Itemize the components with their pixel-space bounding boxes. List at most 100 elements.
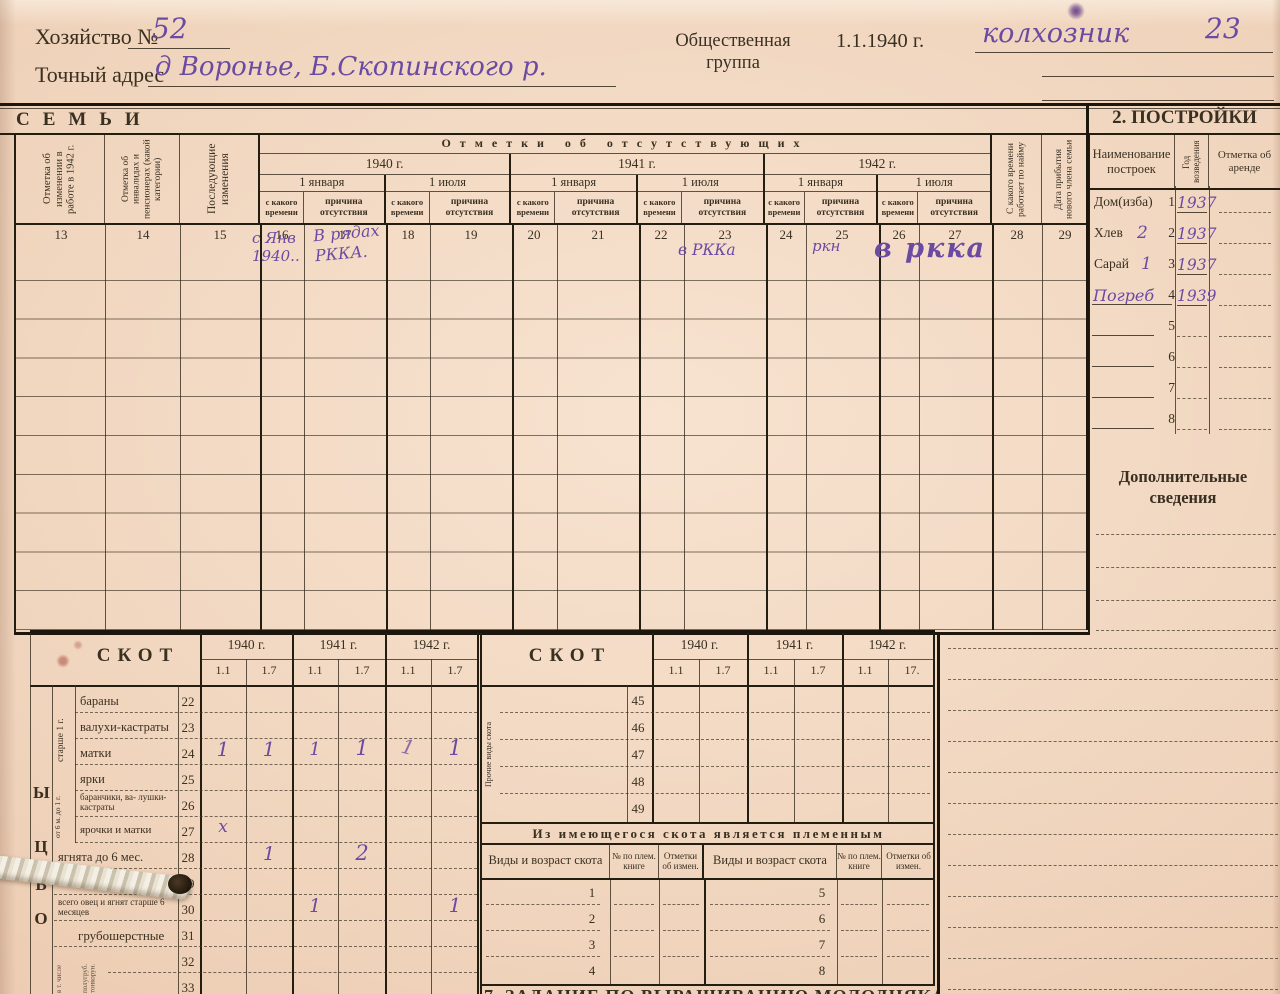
ruled-line (486, 956, 600, 957)
ruled-line (1219, 243, 1271, 244)
row-label: бараны (80, 694, 119, 708)
ruled-line (948, 958, 1278, 959)
col-number: 16 (275, 227, 289, 242)
ruled-line (75, 764, 477, 765)
subcol-header: 17. (904, 663, 920, 677)
building-count-handwritten: 1 (1141, 254, 1152, 274)
grid-line (766, 225, 768, 630)
grid-line (610, 880, 611, 984)
sheep-table: СКОТ 1940 г. 1941 г. 1942 г. 1.1 1.7 1.1… (30, 633, 479, 994)
building-row: 7 (1089, 372, 1280, 403)
subcol-header: 1.7 (261, 663, 277, 677)
count-handwritten: 1 (448, 736, 462, 760)
col28-label: С какого времени работает по найму (1005, 141, 1027, 217)
building-name: Сарай (1094, 256, 1129, 271)
sub-from: с какого времени (386, 192, 430, 223)
building-year-handwritten: 1937 (1177, 256, 1217, 274)
ruled-line (841, 930, 877, 931)
row-number: 46 (631, 720, 645, 735)
year-header: 1941 г. (775, 637, 814, 652)
grid-line (806, 225, 807, 630)
pedigree-col-kind: Виды и возраст скота (704, 843, 837, 878)
buildings-col-rent: Отметка об аренде (1217, 148, 1272, 174)
row-label: ярки (80, 772, 105, 786)
count-handwritten: 2 (355, 841, 369, 865)
ruled-line (1177, 398, 1207, 399)
grid-line (704, 880, 706, 984)
ruled-line (54, 946, 477, 947)
notes-lined-area (937, 633, 1280, 994)
grid-line (178, 685, 179, 994)
ruled-line (948, 710, 1278, 711)
ruled-line (75, 790, 477, 791)
date-label: 1 июля (637, 175, 763, 192)
col-number: 27 (948, 227, 962, 242)
grid-line (1042, 225, 1043, 630)
col-number: 17 (338, 227, 352, 242)
grid-line (882, 880, 883, 984)
ruled-line (948, 834, 1278, 835)
grid-line (386, 225, 388, 630)
decor: с какого времени причина отсутствия (260, 192, 384, 223)
decor: с какого времени причина отсутствия (638, 192, 763, 223)
row-number: 49 (631, 801, 645, 816)
pedigree-col-notes: Отмет­ки об измен. (886, 850, 931, 871)
half-july: 1 июля с какого времени причина отсутств… (878, 175, 990, 223)
ruled-line (948, 896, 1278, 897)
year-header: 1941 г. (319, 637, 358, 652)
count-handwritten: 1 (309, 739, 321, 760)
half-january: 1 января с какого времени причина отсутс… (511, 175, 638, 223)
pedigree-row-number: 3 (588, 937, 596, 952)
col14-header: Отметка об инвалидах и пенсионерах (како… (105, 135, 180, 223)
row-number: 25 (181, 772, 195, 787)
col-number: 28 (1010, 227, 1024, 242)
ruled-line (948, 679, 1278, 680)
decor: 1 января с какого времени причина отсутс… (764, 175, 990, 223)
count-handwritten: 1 (262, 737, 276, 761)
grid-line (1209, 186, 1210, 434)
count-handwritten: 1 (262, 843, 276, 865)
absence-title: Отметки об отсутствующих (260, 135, 990, 154)
ruled-line (887, 930, 929, 931)
ruled-line (710, 956, 830, 957)
sub-from: с какого времени (765, 192, 805, 223)
other-livestock-table: СКОТ 1940 г. 1941 г. 1942 г. 1.1 1.7 1.1… (480, 633, 937, 994)
ruled-line (1219, 398, 1271, 399)
subcol-header: 1.7 (354, 663, 370, 677)
underline (148, 86, 616, 87)
grid-line (482, 685, 935, 687)
row-number: 31 (181, 928, 195, 943)
half-january: 1 января с какого времени причина отсутс… (260, 175, 386, 223)
row-label: ягнята до 6 мес. (58, 850, 144, 864)
half-july: 1 июля с какого времени причина отсутств… (637, 175, 763, 223)
ruled-line (948, 989, 1278, 990)
decor: с какого времени причина отсутствия (765, 192, 877, 223)
other-title: СКОТ (528, 645, 612, 666)
col14-label: Отметка об инвалидах и пенсионерах (како… (120, 139, 163, 219)
underline (128, 48, 230, 49)
row-label: грубошерстные (78, 928, 165, 943)
pedigree-band-title: Из имеющегося скота является племенным (532, 826, 885, 841)
farm-label: Хозяйство № (35, 24, 159, 49)
grid-line (699, 659, 700, 822)
ruled-line (500, 766, 930, 767)
grid-line (842, 633, 844, 822)
grid-line (30, 685, 479, 687)
section-rule (0, 108, 1280, 109)
decor: 1 января с какого времени причина отсутс… (260, 175, 510, 223)
building-row: 5 (1089, 310, 1280, 341)
row-label: ярочки и матки (80, 824, 152, 836)
row-number: 28 (181, 850, 195, 865)
row-label: всего овец и ягнят старше 6 месяцев (58, 897, 165, 918)
ruled-line (1219, 212, 1271, 213)
grid-line (482, 984, 935, 986)
decor: 1 января с какого времени причина отсутс… (511, 175, 763, 223)
building-row: Хлев 2 2 1937 (1089, 217, 1280, 248)
pedigree-col-num: № по плем. книге (610, 843, 659, 878)
row-label: баранчики, ва- лушки-кастраты (80, 792, 167, 812)
row-number: 32 (181, 954, 195, 969)
address-handwritten: д Воронье, Б.Скопинского р. (155, 52, 547, 82)
ruled-line (948, 648, 1278, 649)
grid-line (879, 225, 881, 630)
